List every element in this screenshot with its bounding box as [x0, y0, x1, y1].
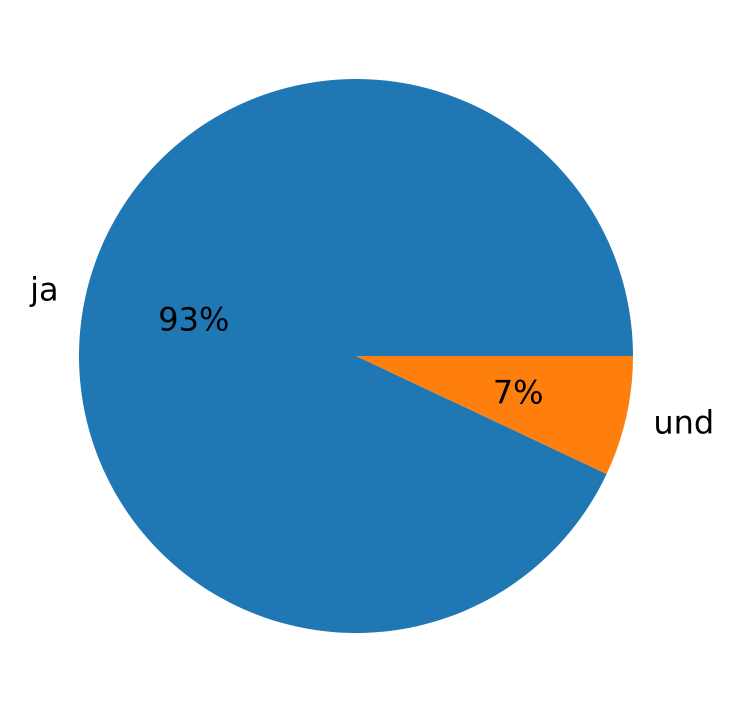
pie-slice-ja	[78, 78, 633, 634]
pie-slice-und	[356, 356, 633, 474]
percent-label: 7%	[493, 373, 544, 411]
slice-label: und	[653, 403, 714, 441]
slice-label: ja	[29, 271, 59, 309]
percent-label: 93%	[158, 301, 229, 339]
